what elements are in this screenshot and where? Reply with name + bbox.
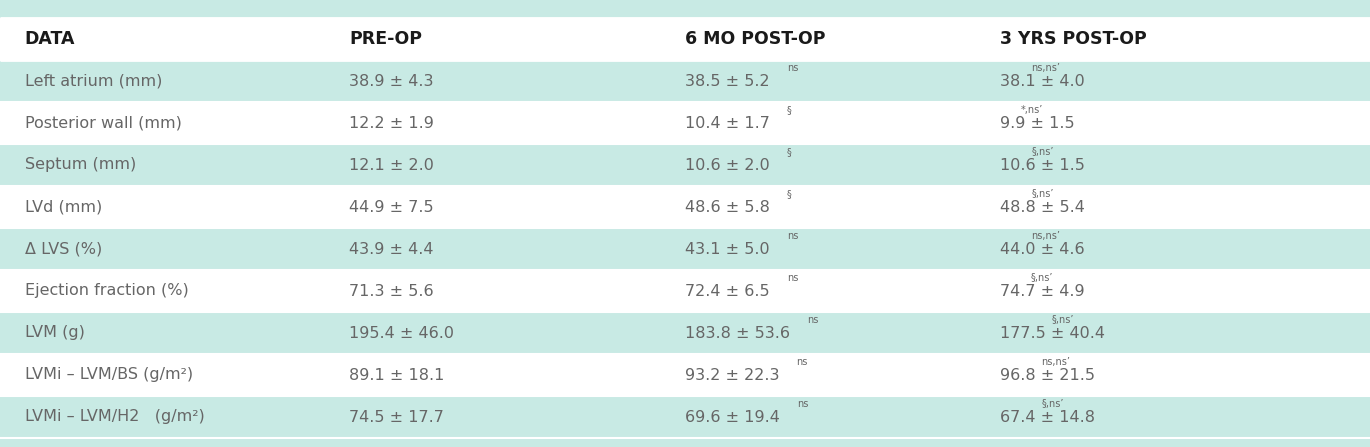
- Text: LVMi – LVM/BS (g/m²): LVMi – LVM/BS (g/m²): [25, 367, 193, 383]
- Bar: [0, 60, 1370, 102]
- Bar: [0, 18, 1370, 60]
- Text: 44.0 ± 4.6: 44.0 ± 4.6: [1000, 241, 1085, 257]
- Text: 48.8 ± 5.4: 48.8 ± 5.4: [1000, 199, 1085, 215]
- Text: ns: ns: [797, 400, 808, 409]
- Bar: [0, 312, 1370, 354]
- Text: 48.6 ± 5.8: 48.6 ± 5.8: [685, 199, 770, 215]
- Text: ns: ns: [786, 232, 799, 241]
- Text: 10.6 ± 2.0: 10.6 ± 2.0: [685, 157, 770, 173]
- Text: ns: ns: [796, 358, 808, 367]
- Text: LVM (g): LVM (g): [25, 325, 85, 341]
- Text: ns,ns’: ns,ns’: [1041, 358, 1070, 367]
- Text: 96.8 ± 21.5: 96.8 ± 21.5: [1000, 367, 1095, 383]
- Text: §: §: [786, 105, 792, 115]
- Text: 3 YRS POST-OP: 3 YRS POST-OP: [1000, 30, 1147, 48]
- Text: LVd (mm): LVd (mm): [25, 199, 101, 215]
- Text: DATA: DATA: [25, 30, 75, 48]
- Text: 10.4 ± 1.7: 10.4 ± 1.7: [685, 115, 770, 131]
- Text: 69.6 ± 19.4: 69.6 ± 19.4: [685, 409, 780, 425]
- Text: 43.1 ± 5.0: 43.1 ± 5.0: [685, 241, 770, 257]
- Text: 74.5 ± 17.7: 74.5 ± 17.7: [349, 409, 444, 425]
- Text: 12.2 ± 1.9: 12.2 ± 1.9: [349, 115, 434, 131]
- Text: 67.4 ± 14.8: 67.4 ± 14.8: [1000, 409, 1095, 425]
- Text: 12.1 ± 2.0: 12.1 ± 2.0: [349, 157, 434, 173]
- Bar: [0, 102, 1370, 144]
- Text: §,ns’: §,ns’: [1032, 190, 1054, 199]
- Text: 74.7 ± 4.9: 74.7 ± 4.9: [1000, 283, 1085, 299]
- Text: 89.1 ± 18.1: 89.1 ± 18.1: [349, 367, 445, 383]
- Text: LVMi – LVM/H2   (g/m²): LVMi – LVM/H2 (g/m²): [25, 409, 204, 425]
- Text: 9.9 ± 1.5: 9.9 ± 1.5: [1000, 115, 1074, 131]
- Text: §,ns’: §,ns’: [1032, 148, 1054, 157]
- Bar: [0, 270, 1370, 312]
- Text: 38.5 ± 5.2: 38.5 ± 5.2: [685, 73, 770, 89]
- Text: *,ns’: *,ns’: [1021, 105, 1044, 115]
- Text: ns: ns: [786, 274, 799, 283]
- Text: 93.2 ± 22.3: 93.2 ± 22.3: [685, 367, 780, 383]
- Text: 38.9 ± 4.3: 38.9 ± 4.3: [349, 73, 434, 89]
- Text: Posterior wall (mm): Posterior wall (mm): [25, 115, 182, 131]
- Text: 195.4 ± 46.0: 195.4 ± 46.0: [349, 325, 455, 341]
- Text: 43.9 ± 4.4: 43.9 ± 4.4: [349, 241, 434, 257]
- Text: 183.8 ± 53.6: 183.8 ± 53.6: [685, 325, 790, 341]
- Text: PRE-OP: PRE-OP: [349, 30, 422, 48]
- Text: Δ LVS (%): Δ LVS (%): [25, 241, 101, 257]
- Text: Left atrium (mm): Left atrium (mm): [25, 73, 162, 89]
- Text: 38.1 ± 4.0: 38.1 ± 4.0: [1000, 73, 1085, 89]
- Bar: [0, 144, 1370, 186]
- Bar: [0, 186, 1370, 228]
- Text: ns,ns’: ns,ns’: [1032, 232, 1060, 241]
- Text: Ejection fraction (%): Ejection fraction (%): [25, 283, 189, 299]
- Text: §: §: [786, 148, 792, 157]
- Text: §,ns’: §,ns’: [1032, 274, 1054, 283]
- Text: 72.4 ± 6.5: 72.4 ± 6.5: [685, 283, 770, 299]
- Text: 71.3 ± 5.6: 71.3 ± 5.6: [349, 283, 434, 299]
- Bar: [0, 228, 1370, 270]
- Text: ns: ns: [807, 316, 818, 325]
- Text: 6 MO POST-OP: 6 MO POST-OP: [685, 30, 826, 48]
- Text: §,ns’: §,ns’: [1041, 400, 1064, 409]
- Text: 177.5 ± 40.4: 177.5 ± 40.4: [1000, 325, 1106, 341]
- Bar: [0, 354, 1370, 396]
- Text: 10.6 ± 1.5: 10.6 ± 1.5: [1000, 157, 1085, 173]
- Text: ns,ns’: ns,ns’: [1032, 63, 1060, 73]
- Text: ns: ns: [786, 63, 799, 73]
- Text: §,ns’: §,ns’: [1051, 316, 1074, 325]
- Text: Septum (mm): Septum (mm): [25, 157, 136, 173]
- Bar: [0, 396, 1370, 438]
- Text: 44.9 ± 7.5: 44.9 ± 7.5: [349, 199, 434, 215]
- Text: §: §: [786, 190, 792, 199]
